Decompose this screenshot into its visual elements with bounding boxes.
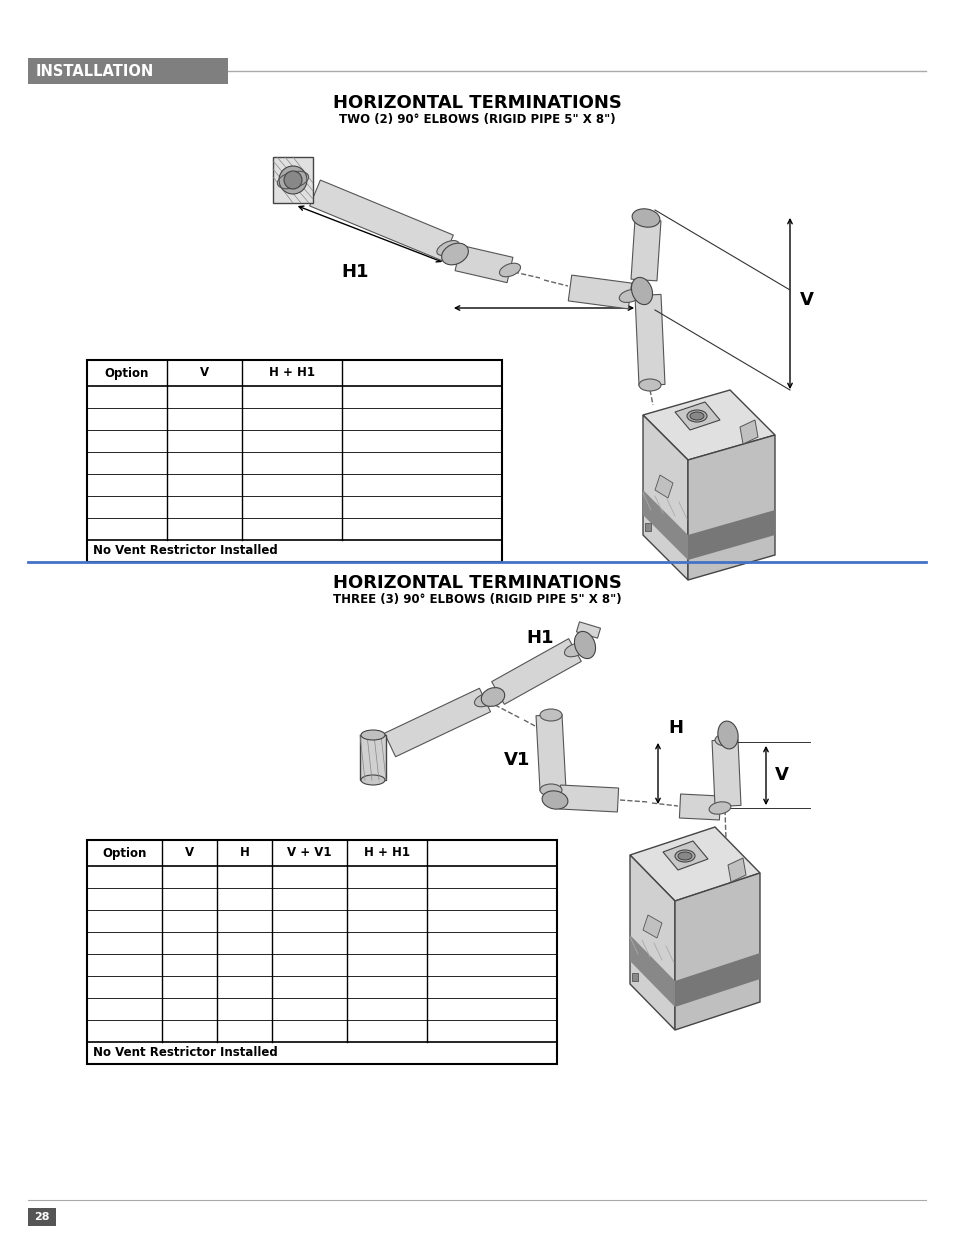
Text: H: H (239, 846, 249, 860)
Text: H + H1: H + H1 (364, 846, 410, 860)
Ellipse shape (689, 412, 703, 420)
Ellipse shape (539, 784, 561, 797)
Bar (644, 522, 650, 531)
Ellipse shape (278, 165, 307, 194)
Polygon shape (558, 785, 618, 811)
Bar (28, 58, 228, 84)
Bar (87, 840, 557, 1065)
Polygon shape (359, 735, 386, 781)
Text: INSTALLATION: INSTALLATION (36, 63, 154, 79)
Polygon shape (655, 475, 672, 498)
Polygon shape (629, 827, 760, 902)
Polygon shape (727, 858, 745, 882)
Polygon shape (662, 841, 707, 869)
Bar (631, 973, 638, 981)
Polygon shape (740, 420, 758, 445)
Polygon shape (675, 873, 760, 1030)
Polygon shape (273, 157, 313, 203)
Text: H + H1: H + H1 (269, 367, 314, 379)
Text: V: V (185, 846, 193, 860)
Ellipse shape (360, 730, 385, 740)
Polygon shape (711, 740, 740, 806)
Bar (87, 359, 501, 562)
Text: V: V (774, 766, 788, 784)
Polygon shape (630, 219, 660, 280)
Polygon shape (629, 855, 675, 1030)
Polygon shape (642, 490, 687, 559)
Text: V: V (200, 367, 209, 379)
Text: Option: Option (102, 846, 147, 860)
Polygon shape (310, 180, 453, 261)
Ellipse shape (639, 379, 660, 391)
Text: TWO (2) 90° ELBOWS (RIGID PIPE 5" X 8"): TWO (2) 90° ELBOWS (RIGID PIPE 5" X 8") (338, 114, 615, 126)
Text: No Vent Restrictor Installed: No Vent Restrictor Installed (92, 1046, 277, 1060)
Polygon shape (635, 294, 664, 385)
Ellipse shape (636, 212, 656, 224)
Polygon shape (687, 510, 774, 559)
Ellipse shape (675, 850, 695, 862)
Text: V1: V1 (503, 751, 530, 769)
Ellipse shape (574, 631, 595, 658)
Polygon shape (455, 246, 513, 283)
Ellipse shape (678, 852, 691, 860)
Polygon shape (642, 915, 661, 939)
Polygon shape (687, 435, 774, 580)
Polygon shape (491, 638, 580, 704)
Ellipse shape (632, 209, 659, 227)
Text: HORIZONTAL TERMINATIONS: HORIZONTAL TERMINATIONS (333, 94, 620, 112)
Ellipse shape (541, 790, 567, 809)
Ellipse shape (717, 721, 738, 748)
Polygon shape (576, 622, 599, 638)
Ellipse shape (564, 643, 585, 657)
Ellipse shape (474, 693, 495, 706)
Ellipse shape (436, 241, 458, 256)
Polygon shape (679, 794, 720, 820)
Polygon shape (675, 953, 760, 1007)
Ellipse shape (481, 688, 504, 706)
Text: V + V1: V + V1 (287, 846, 332, 860)
Bar (28, 1208, 56, 1226)
Polygon shape (629, 935, 675, 1007)
Text: H1: H1 (526, 629, 553, 647)
Ellipse shape (499, 263, 520, 277)
Text: HORIZONTAL TERMINATIONS: HORIZONTAL TERMINATIONS (333, 574, 620, 592)
Polygon shape (642, 415, 687, 580)
Ellipse shape (360, 776, 385, 785)
Polygon shape (642, 390, 774, 459)
Text: H: H (667, 719, 682, 737)
Text: H1: H1 (341, 263, 369, 282)
Text: THREE (3) 90° ELBOWS (RIGID PIPE 5" X 8"): THREE (3) 90° ELBOWS (RIGID PIPE 5" X 8"… (333, 594, 620, 606)
Ellipse shape (441, 243, 468, 264)
Text: Option: Option (105, 367, 149, 379)
Ellipse shape (618, 289, 640, 303)
Ellipse shape (708, 802, 730, 814)
Ellipse shape (686, 410, 706, 422)
Ellipse shape (539, 709, 561, 721)
Ellipse shape (631, 278, 652, 305)
Ellipse shape (714, 734, 737, 746)
Polygon shape (384, 688, 490, 757)
Ellipse shape (284, 170, 302, 189)
Polygon shape (675, 403, 720, 430)
Text: H: H (598, 289, 613, 308)
Text: V: V (800, 291, 813, 309)
Text: No Vent Restrictor Installed: No Vent Restrictor Installed (92, 545, 277, 557)
Polygon shape (536, 714, 565, 790)
Polygon shape (568, 275, 631, 309)
Text: 28: 28 (34, 1212, 50, 1221)
